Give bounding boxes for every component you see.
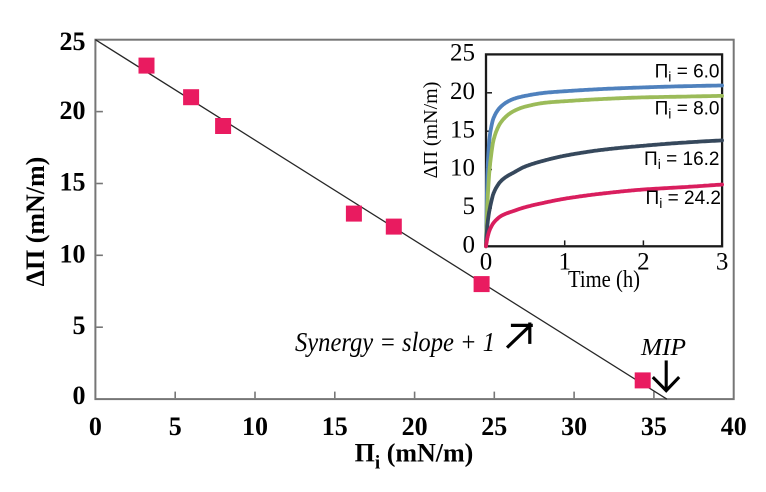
svg-text:3: 3	[716, 249, 729, 276]
svg-text:ΔΠ (mN/m): ΔΠ (mN/m)	[420, 82, 442, 179]
svg-text:30: 30	[561, 412, 587, 441]
svg-text:35: 35	[641, 412, 667, 441]
svg-text:1: 1	[558, 249, 571, 276]
svg-text:Πi = 8.0: Πi = 8.0	[655, 99, 720, 122]
svg-text:Πi = 16.2: Πi = 16.2	[644, 149, 720, 172]
svg-text:5: 5	[169, 412, 182, 441]
svg-text:0: 0	[480, 249, 493, 276]
svg-text:40: 40	[721, 412, 747, 441]
svg-text:20: 20	[60, 96, 86, 125]
svg-text:10: 10	[242, 412, 268, 441]
svg-text:25: 25	[481, 412, 507, 441]
svg-text:25: 25	[450, 40, 475, 67]
svg-text:5: 5	[463, 193, 476, 220]
svg-text:Time (h): Time (h)	[568, 267, 640, 293]
svg-text:5: 5	[73, 311, 86, 340]
svg-text:0: 0	[463, 232, 476, 259]
svg-text:2: 2	[637, 249, 650, 276]
svg-text:25: 25	[60, 27, 86, 56]
svg-text:0: 0	[89, 412, 102, 441]
svg-text:Πi = 24.2: Πi = 24.2	[646, 188, 722, 211]
svg-text:20: 20	[402, 412, 428, 441]
svg-text:15: 15	[450, 116, 475, 143]
svg-text:Synergy = slope + 1: Synergy = slope + 1	[295, 327, 495, 357]
svg-text:ΔΠ (mN/m): ΔΠ (mN/m)	[21, 157, 50, 287]
svg-text:15: 15	[322, 412, 348, 441]
svg-text:15: 15	[60, 168, 86, 197]
svg-text:10: 10	[450, 155, 475, 182]
svg-text:20: 20	[450, 78, 475, 105]
svg-text:0: 0	[73, 381, 86, 410]
svg-text:10: 10	[60, 239, 86, 268]
svg-text:MIP: MIP	[640, 335, 686, 361]
svg-text:Πi = 6.0: Πi = 6.0	[655, 62, 720, 85]
